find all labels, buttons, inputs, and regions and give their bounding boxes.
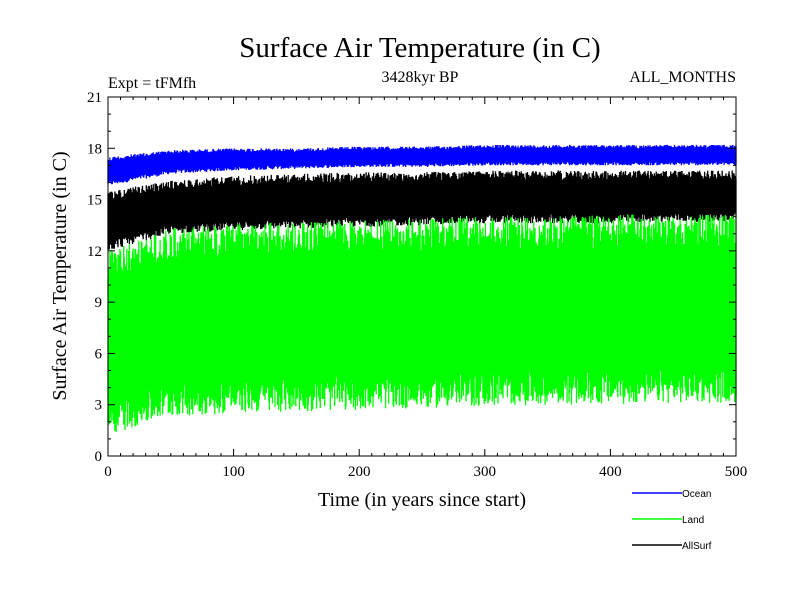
experiment-label: Expt = tFMfh xyxy=(108,75,196,92)
y-tick-label: 12 xyxy=(87,244,102,260)
legend-label-allsurf: AllSurf xyxy=(682,541,712,552)
x-tick-label: 400 xyxy=(599,464,622,480)
x-tick-label: 100 xyxy=(222,464,245,480)
y-tick-label: 9 xyxy=(95,295,103,311)
x-tick-label: 200 xyxy=(348,464,371,480)
y-tick-label: 15 xyxy=(87,193,102,209)
y-tick-label: 6 xyxy=(95,346,103,362)
x-axis-label: Time (in years since start) xyxy=(318,489,526,511)
y-tick-label: 0 xyxy=(95,449,103,465)
y-tick-label: 21 xyxy=(87,90,102,106)
x-tick-label: 500 xyxy=(725,464,748,480)
y-tick-label: 3 xyxy=(95,398,103,414)
months-label: ALL_MONTHS xyxy=(629,69,736,86)
x-tick-label: 0 xyxy=(104,464,112,480)
legend-label-land: Land xyxy=(682,515,704,526)
period-label: 3428kyr BP xyxy=(382,69,459,86)
x-tick-label: 300 xyxy=(474,464,497,480)
legend: Ocean Land AllSurf xyxy=(632,489,712,552)
y-axis-label: Surface Air Temperature (in C) xyxy=(49,151,71,400)
chart-title: Surface Air Temperature (in C) xyxy=(239,32,600,64)
axis-layer: 0 100 200 300 400 500 0 3 6 9 12 15 18 21 xyxy=(87,90,747,480)
series-land xyxy=(107,214,737,432)
series-layer xyxy=(107,144,737,432)
legend-label-ocean: Ocean xyxy=(682,489,711,500)
y-tick-label: 18 xyxy=(87,141,102,157)
